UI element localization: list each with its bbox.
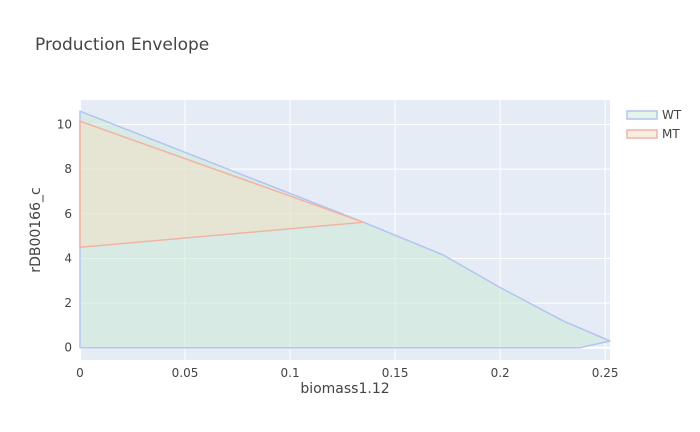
y-tick-label: 8 bbox=[64, 162, 72, 176]
y-tick-label: 0 bbox=[64, 341, 72, 355]
legend-label: MT bbox=[662, 127, 680, 141]
y-tick-label: 10 bbox=[57, 118, 72, 132]
series-layer bbox=[79, 110, 611, 349]
legend-item-mt[interactable]: MT bbox=[626, 127, 680, 141]
x-axis-title: biomass1.12 bbox=[300, 381, 389, 397]
x-tick-label: 0.25 bbox=[592, 366, 619, 380]
legend-swatch bbox=[626, 110, 658, 120]
legend-label: WT bbox=[662, 108, 682, 122]
legend-swatch bbox=[626, 129, 658, 139]
x-tick-label: 0.15 bbox=[382, 366, 409, 380]
legend-item-wt[interactable]: WT bbox=[626, 108, 682, 122]
legend[interactable]: WT MT bbox=[626, 108, 682, 141]
x-tick-label: 0.1 bbox=[281, 366, 300, 380]
chart-title: Production Envelope bbox=[35, 35, 209, 55]
y-tick-label: 2 bbox=[64, 296, 72, 310]
series-area-mt bbox=[79, 120, 365, 249]
y-axis-title: rDB00166_c bbox=[28, 187, 44, 272]
x-axis-ticks: 0 0.05 0.1 0.15 0.2 0.25 bbox=[76, 366, 618, 380]
x-tick-label: 0.05 bbox=[172, 366, 199, 380]
y-axis-ticks: 0 2 4 6 8 10 bbox=[57, 118, 72, 355]
y-tick-label: 6 bbox=[64, 207, 72, 221]
y-tick-label: 4 bbox=[64, 251, 72, 265]
x-tick-label: 0 bbox=[76, 366, 84, 380]
x-tick-label: 0.2 bbox=[491, 366, 510, 380]
